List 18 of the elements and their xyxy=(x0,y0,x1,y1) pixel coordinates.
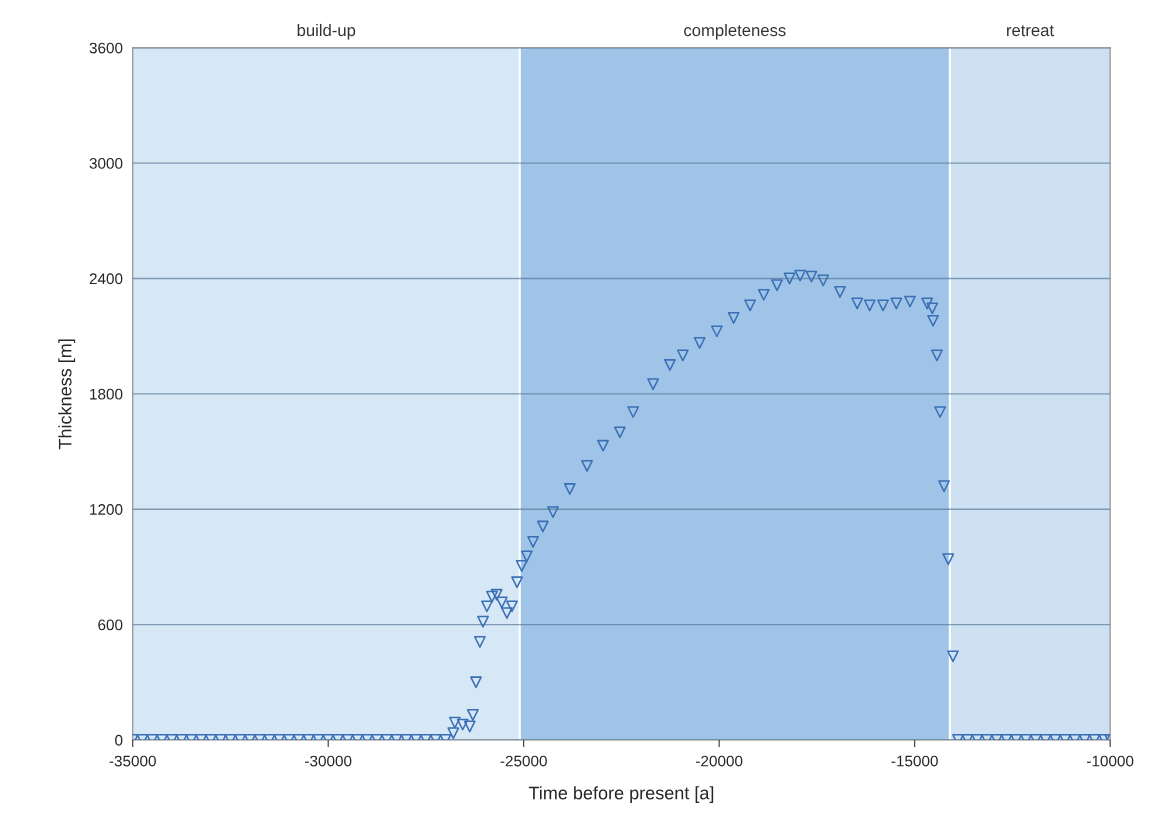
x-tick-label: -25000 xyxy=(500,755,547,767)
x-axis-title: Time before present [a] xyxy=(528,786,714,803)
y-tick-label: 1200 xyxy=(90,504,123,515)
x-tick-label: -35000 xyxy=(109,755,156,767)
y-tick-label: 3600 xyxy=(89,42,123,54)
y-tick-label: 600 xyxy=(98,619,123,631)
x-tick-label: -20000 xyxy=(696,755,743,767)
y-tick-label: 0 xyxy=(115,734,123,746)
x-tick-label: -30000 xyxy=(305,755,352,767)
y-tick-label: 3000 xyxy=(89,158,123,169)
x-tick-label: -10000 xyxy=(1087,755,1134,767)
y-tick-label: 1800 xyxy=(90,388,123,400)
band-label: retreat xyxy=(1007,25,1054,37)
y-tick-label: 2400 xyxy=(89,273,123,285)
band-label: build-up xyxy=(297,23,356,40)
band-label: completeness xyxy=(684,23,786,40)
y-axis-title: Thickness [m] xyxy=(58,339,76,450)
x-tick-label: -15000 xyxy=(891,755,938,767)
